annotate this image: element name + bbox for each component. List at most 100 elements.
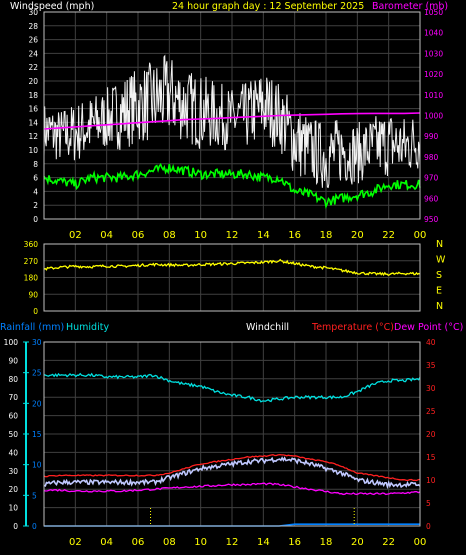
barometer-tick-label: 1050 xyxy=(424,8,443,17)
humidity-tick-label: 100 xyxy=(4,338,19,347)
direction-tick-label: 0 xyxy=(33,307,38,316)
windspeed-tick-label: 14 xyxy=(28,118,38,127)
legend-humidity: Humidity xyxy=(66,322,109,333)
time-tick-label: 16 xyxy=(288,537,301,548)
barometer-tick-label: 960 xyxy=(424,194,439,203)
barometer-tick-label: 1040 xyxy=(424,29,443,38)
windspeed-tick-label: 18 xyxy=(28,91,38,100)
temperature-tick-label: 25 xyxy=(426,407,436,416)
windspeed-tick-label: 12 xyxy=(28,132,38,141)
time-tick-label: 00 xyxy=(414,230,427,241)
humidity-tick-label: 30 xyxy=(8,467,18,476)
temperature-time-axis: 02 04 06 08 10 12 14 16 18 20 22 00 xyxy=(69,537,426,548)
windspeed-tick-label: 8 xyxy=(33,160,38,169)
time-tick-label: 06 xyxy=(132,230,145,241)
windspeed-tick-label: 26 xyxy=(28,36,38,45)
temperature-ticks: 0 5 10 15 20 25 30 35 40 xyxy=(426,338,436,531)
rainfall-tick-label: 20 xyxy=(32,399,42,408)
rainfall-tick-label: 10 xyxy=(32,461,42,470)
wind-time-axis: 02 04 06 08 10 12 14 16 18 20 22 00 xyxy=(69,230,426,241)
legend-temperature: Temperature (°C) xyxy=(311,322,394,333)
rainfall-tick-label: 5 xyxy=(32,491,37,500)
wind-direction-line xyxy=(43,258,421,277)
direction-tick-label: 360 xyxy=(24,240,39,249)
barometer-tick-label: 1030 xyxy=(424,49,443,58)
humidity-tick-label: 60 xyxy=(8,412,18,421)
temperature-tick-label: 5 xyxy=(426,499,431,508)
graph-title: 24 hour graph day : 12 September 2025 xyxy=(172,1,364,12)
time-tick-label: 10 xyxy=(194,230,207,241)
humidity-tick-label: 20 xyxy=(8,485,18,494)
compass-label: N xyxy=(436,239,443,250)
time-tick-label: 18 xyxy=(320,230,333,241)
legend-rainfall: Rainfall (mm) xyxy=(0,322,64,333)
time-tick-label: 20 xyxy=(351,537,364,548)
time-tick-label: 08 xyxy=(163,230,176,241)
windspeed-tick-label: 30 xyxy=(28,8,38,17)
barometer-tick-label: 1010 xyxy=(424,91,443,100)
barometer-tick-label: 970 xyxy=(424,174,439,183)
time-tick-label: 18 xyxy=(320,537,333,548)
compass-label: E xyxy=(436,286,442,297)
time-tick-label: 20 xyxy=(351,230,364,241)
barometer-tick-label: 980 xyxy=(424,153,439,162)
time-tick-label: 12 xyxy=(226,230,239,241)
windspeed-tick-label: 6 xyxy=(33,174,38,183)
time-tick-label: 12 xyxy=(226,537,239,548)
legend-dewpoint: Dew Point (°C) xyxy=(394,322,463,333)
temperature-tick-label: 0 xyxy=(426,522,431,531)
humidity-tick-label: 50 xyxy=(8,430,18,439)
windspeed-tick-label: 20 xyxy=(28,77,38,86)
compass-label: N xyxy=(436,301,443,312)
barometer-tick-label: 950 xyxy=(424,215,439,224)
time-tick-label: 02 xyxy=(69,230,82,241)
barometer-tick-label: 1000 xyxy=(424,112,443,121)
humidity-tick-label: 90 xyxy=(8,356,18,365)
windspeed-tick-label: 16 xyxy=(28,105,38,114)
windchill-line xyxy=(43,456,421,490)
time-tick-label: 00 xyxy=(414,537,427,548)
compass-label: W xyxy=(436,255,446,266)
windspeed-gust-line xyxy=(43,54,421,189)
temperature-line xyxy=(43,453,421,482)
humidity-ticks: 0 10 20 30 40 50 60 70 80 90 100 xyxy=(4,338,19,531)
time-tick-label: 10 xyxy=(194,537,207,548)
humidity-tick-label: 0 xyxy=(13,522,18,531)
direction-ticks: 0 90 180 270 360 xyxy=(24,240,39,316)
humidity-tick-label: 70 xyxy=(8,393,18,402)
time-tick-label: 14 xyxy=(257,230,270,241)
average-windspeed-line xyxy=(43,162,421,210)
barometer-line xyxy=(43,112,421,130)
humidity-tick-label: 80 xyxy=(8,375,18,384)
temperature-tick-label: 20 xyxy=(426,430,436,439)
temperature-panel-frame xyxy=(43,341,421,527)
rainfall-ticks: 0 5 10 15 20 25 30 xyxy=(23,338,42,531)
rainfall-tick-label: 0 xyxy=(32,522,37,531)
rainfall-tick-label: 25 xyxy=(32,369,42,378)
direction-tick-label: 270 xyxy=(24,257,39,266)
time-tick-label: 08 xyxy=(163,537,176,548)
barometer-tick-label: 990 xyxy=(424,132,439,141)
legend-windchill: Windchill xyxy=(246,322,289,333)
barometer-ticks: 950 960 970 980 990 1000 1010 1020 1030 1040 1050 xyxy=(424,8,443,224)
temperature-tick-label: 30 xyxy=(426,384,436,393)
rainfall-tick-label: 15 xyxy=(32,430,42,439)
windspeed-tick-label: 22 xyxy=(28,63,38,72)
windspeed-tick-label: 2 xyxy=(33,201,38,210)
windspeed-tick-label: 4 xyxy=(33,187,38,196)
temperature-tick-label: 10 xyxy=(426,476,436,485)
windspeed-tick-label: 10 xyxy=(28,146,38,155)
windspeed-tick-label: 28 xyxy=(28,22,38,31)
time-tick-label: 22 xyxy=(382,230,395,241)
time-tick-label: 16 xyxy=(288,230,301,241)
direction-tick-label: 90 xyxy=(28,290,38,299)
time-tick-label: 02 xyxy=(69,537,82,548)
humidity-tick-label: 40 xyxy=(8,448,18,457)
windspeed-tick-label: 0 xyxy=(33,215,38,224)
wind-panel-series xyxy=(43,54,421,210)
wind-panel-frame xyxy=(43,11,421,220)
barometer-tick-label: 1020 xyxy=(424,70,443,79)
